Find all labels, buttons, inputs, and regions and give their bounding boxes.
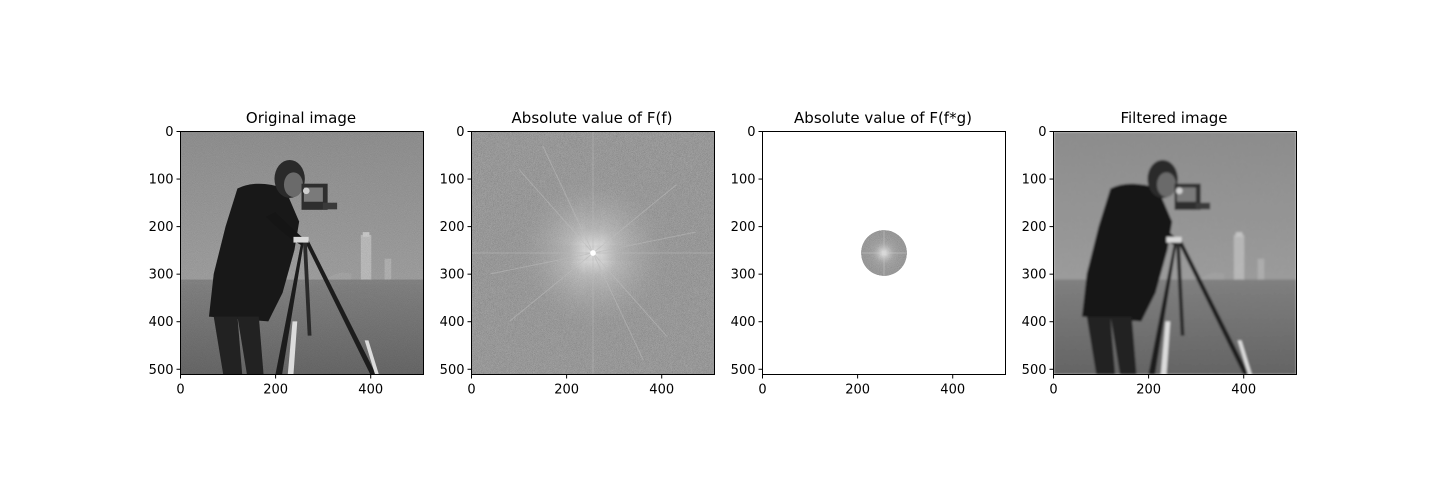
y-tick-label: 100 bbox=[1022, 173, 1047, 188]
x-tick-label: 200 bbox=[263, 383, 288, 398]
image-cameraman bbox=[181, 132, 424, 375]
panel-fourier-spectrum: Absolute value of F(f) 0 200 400 0 100 200 300… bbox=[440, 109, 715, 398]
panel-title: Absolute value of F(f) bbox=[512, 109, 673, 127]
panel-filtered-spectrum: Absolute value of F(f*g) 0 200 400 0 100 200 3… bbox=[731, 109, 1006, 398]
y-tick-label: 500 bbox=[731, 363, 756, 378]
y-tick-label: 0 bbox=[1038, 125, 1046, 140]
y-tick-label: 200 bbox=[440, 220, 465, 235]
spectrum-disk bbox=[861, 230, 907, 276]
y-tick-label: 300 bbox=[731, 268, 756, 283]
x-tick-label: 200 bbox=[554, 383, 579, 398]
y-tick-label: 300 bbox=[440, 268, 465, 283]
y-tick-label: 200 bbox=[1022, 220, 1047, 235]
y-tick-label: 200 bbox=[149, 220, 174, 235]
image-spectrum bbox=[471, 131, 715, 375]
y-tick-label: 0 bbox=[747, 125, 755, 140]
y-tick-label: 300 bbox=[149, 268, 174, 283]
x-tick-label: 0 bbox=[1049, 383, 1057, 398]
x-tick-label: 200 bbox=[1136, 383, 1161, 398]
y-tick-label: 400 bbox=[1022, 315, 1047, 330]
x-tick-label: 200 bbox=[845, 383, 870, 398]
panel-original-image: Original image 0 200 400 0 100 200 300 400 500 bbox=[149, 109, 424, 398]
axes-frame bbox=[180, 131, 424, 375]
axes-frame bbox=[762, 131, 1006, 375]
y-tick-label: 100 bbox=[149, 173, 174, 188]
axes-frame bbox=[471, 131, 715, 375]
image-filtered-spectrum bbox=[762, 131, 1006, 375]
panel-filtered-image: Filtered image 0 200 400 0 100 200 300 400 500 bbox=[1022, 109, 1297, 398]
y-tick-label: 500 bbox=[149, 363, 174, 378]
x-tick-label: 400 bbox=[1231, 383, 1256, 398]
y-tick-label: 400 bbox=[731, 315, 756, 330]
y-tick-label: 400 bbox=[149, 315, 174, 330]
y-tick-label: 300 bbox=[1022, 268, 1047, 283]
y-tick-label: 500 bbox=[1022, 363, 1047, 378]
panel-title: Filtered image bbox=[1120, 109, 1227, 127]
x-tick-label: 0 bbox=[176, 383, 184, 398]
axes-frame bbox=[1053, 131, 1297, 375]
x-tick-label: 0 bbox=[467, 383, 475, 398]
y-tick-label: 0 bbox=[165, 125, 173, 140]
y-tick-label: 100 bbox=[731, 173, 756, 188]
x-tick-label: 400 bbox=[649, 383, 674, 398]
x-tick-label: 0 bbox=[758, 383, 766, 398]
y-tick-label: 400 bbox=[440, 315, 465, 330]
x-tick-label: 400 bbox=[358, 383, 383, 398]
image-filtered-cameraman bbox=[1054, 132, 1297, 375]
panel-title: Absolute value of F(f*g) bbox=[794, 109, 972, 127]
y-tick-label: 100 bbox=[440, 173, 465, 188]
y-tick-label: 0 bbox=[456, 125, 464, 140]
x-tick-label: 400 bbox=[940, 383, 965, 398]
y-tick-label: 200 bbox=[731, 220, 756, 235]
panel-title: Original image bbox=[246, 109, 356, 127]
y-tick-label: 500 bbox=[440, 363, 465, 378]
